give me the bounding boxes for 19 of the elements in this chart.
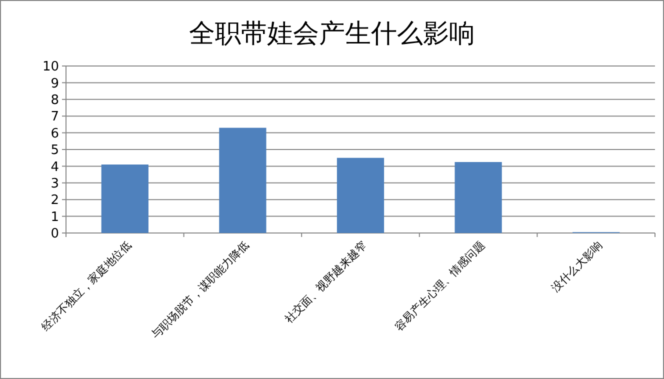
- y-tick-label: 5: [50, 143, 59, 158]
- y-tick-label: 10: [42, 60, 59, 75]
- x-tick-label: 没什么大影响: [549, 238, 605, 295]
- y-tick-label: 4: [50, 160, 59, 175]
- x-tick-label: 社交面、视野越来越窄: [282, 238, 370, 326]
- chart-title: 全职带娃会产生什么影响: [189, 19, 475, 49]
- y-tick-label: 2: [50, 193, 59, 208]
- bar: [454, 162, 502, 233]
- y-tick-label: 9: [50, 76, 59, 92]
- x-tick-label: 容易产生心理、情感问题: [392, 238, 488, 334]
- y-tick-label: 7: [50, 110, 59, 125]
- y-tick-label: 3: [50, 176, 59, 192]
- y-tick-label: 1: [50, 210, 59, 225]
- x-tick-label: 与职场脱节，谋职能力降低: [149, 238, 252, 342]
- y-tick-label: 6: [50, 126, 59, 142]
- bar: [101, 164, 148, 233]
- bar: [219, 128, 266, 233]
- y-tick-label: 8: [50, 92, 59, 108]
- bar: [336, 158, 384, 233]
